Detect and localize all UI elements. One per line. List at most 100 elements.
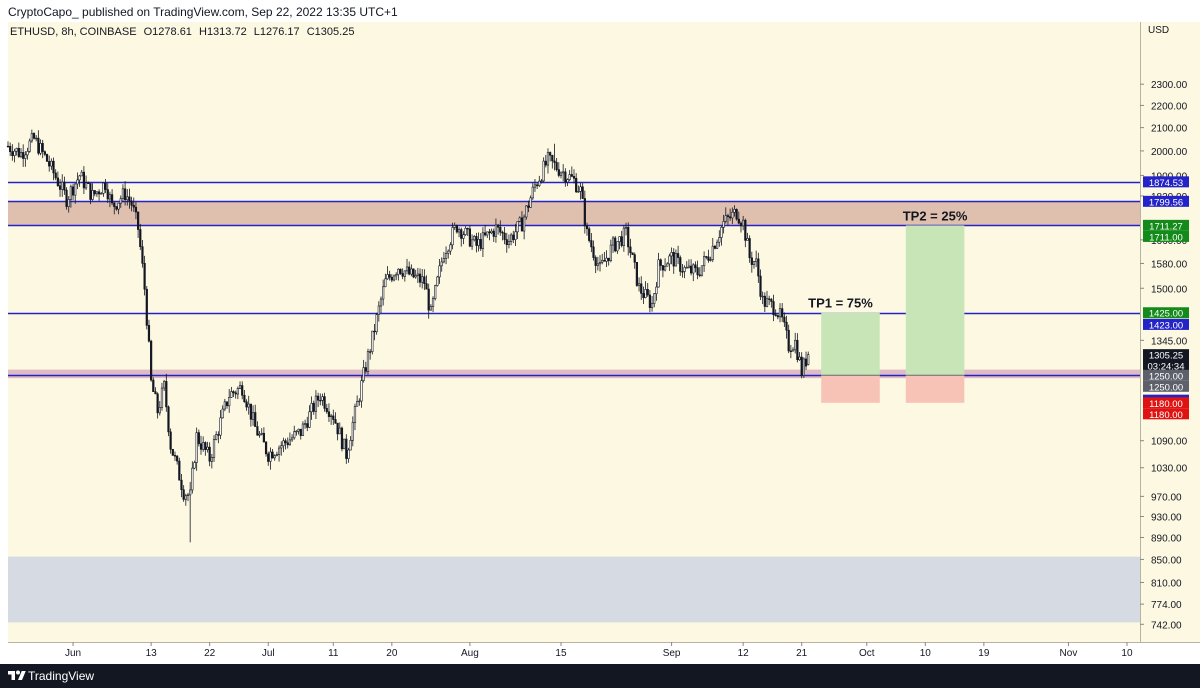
- candle-body: [464, 227, 467, 235]
- candle-body: [674, 253, 678, 267]
- candle-body: [763, 295, 766, 307]
- candle-body: [687, 265, 691, 268]
- price-chart[interactable]: TP1 = 75% TP2 = 25% USD 2300.00 2200.00 2100.…: [0, 22, 1200, 664]
- candle-body: [384, 278, 387, 288]
- price-tag-label: 1250.00: [1149, 382, 1183, 393]
- candle-body: [453, 225, 456, 228]
- candle-body: [462, 234, 465, 239]
- candle-body: [28, 140, 31, 152]
- candle-body: [494, 224, 498, 237]
- candle-body: [254, 412, 257, 427]
- candle-body: [50, 160, 53, 167]
- zone-support: [8, 369, 1140, 379]
- candle-body: [303, 423, 307, 425]
- candle-body: [165, 381, 168, 408]
- candle-body: [267, 453, 270, 462]
- target-zone: [821, 312, 880, 376]
- candle-body: [733, 209, 736, 213]
- time-tick-label: 22: [204, 648, 216, 659]
- candle-body: [61, 181, 64, 190]
- candle-body: [163, 381, 166, 389]
- candle-body: [128, 196, 131, 202]
- candle-body: [744, 219, 747, 241]
- candle-body: [184, 495, 187, 500]
- candle-body: [562, 171, 565, 174]
- tradingview-brand: TradingView: [28, 669, 95, 683]
- candle-body: [592, 246, 595, 258]
- countdown-label: 03:24:34: [1148, 362, 1185, 373]
- candle-body: [475, 236, 478, 246]
- candle-body: [219, 417, 222, 436]
- candle-body: [609, 244, 612, 261]
- candle-body: [559, 172, 563, 176]
- candle-body: [180, 479, 183, 491]
- price-tag-label: 1180.00: [1149, 410, 1183, 421]
- candle-body: [271, 451, 274, 459]
- price-tick-label: 970.00: [1151, 492, 1182, 503]
- time-tick-label: Jul: [262, 648, 275, 659]
- candle-body: [32, 133, 36, 139]
- candle-body: [371, 330, 374, 352]
- candle-body: [618, 236, 621, 242]
- candle-body: [742, 219, 745, 227]
- candle-body: [360, 380, 363, 402]
- candle-body: [392, 275, 396, 281]
- candle-body: [627, 227, 630, 248]
- price-tag: [1143, 176, 1189, 188]
- time-tick-label: 11: [328, 648, 339, 659]
- candle-body: [425, 283, 428, 290]
- candle-body: [690, 265, 693, 274]
- candle-body: [221, 408, 224, 419]
- candle-body: [58, 185, 62, 190]
- candle-body: [340, 427, 344, 450]
- candle-body: [171, 448, 174, 456]
- candle-body: [91, 190, 94, 200]
- price-tick-label: 810.00: [1151, 578, 1182, 589]
- candle-body: [102, 182, 105, 194]
- candle-body: [546, 152, 550, 166]
- price-tick-label: 2100.00: [1151, 124, 1188, 135]
- candle-body: [288, 439, 292, 446]
- candle-body: [234, 392, 237, 395]
- candle-body: [512, 234, 515, 240]
- candle-body: [39, 143, 42, 154]
- candle-body: [759, 275, 762, 297]
- candle-body: [679, 257, 682, 272]
- candle-body: [676, 253, 680, 258]
- candle-body: [332, 415, 335, 420]
- candle-body: [533, 184, 537, 188]
- time-tick-label: 10: [1121, 648, 1133, 659]
- candle-body: [722, 221, 725, 228]
- candle-body: [199, 443, 203, 450]
- candle-body: [438, 265, 441, 278]
- zone-lower: [8, 556, 1140, 623]
- candle-body: [382, 286, 385, 300]
- time-tick-label: Sep: [663, 648, 681, 659]
- candle-body: [35, 137, 38, 140]
- candle-body: [575, 178, 578, 193]
- candle-body: [551, 154, 554, 162]
- price-tag: [1143, 349, 1189, 372]
- price-tag-label: 1711.00: [1149, 232, 1183, 243]
- candle-body: [505, 239, 508, 246]
- candle-body: [429, 306, 432, 311]
- candle-body: [308, 411, 311, 428]
- price-tag-label: 1423.00: [1149, 320, 1183, 331]
- candle-body: [499, 226, 502, 233]
- candle-body: [436, 276, 439, 286]
- candle-body: [644, 289, 647, 298]
- candle-body: [622, 227, 625, 246]
- candle-body: [152, 379, 155, 392]
- candle-body: [544, 160, 547, 166]
- candle-body: [694, 264, 697, 269]
- price-tag-label: 1425.00: [1149, 309, 1183, 320]
- candle-body: [698, 274, 701, 276]
- candle-body: [757, 258, 760, 277]
- candle-body: [100, 193, 103, 195]
- candle-body: [768, 298, 771, 300]
- price-tag-label: 1250.00: [1149, 371, 1183, 382]
- candle-body: [225, 401, 229, 407]
- price-axis-area: [1140, 22, 1200, 642]
- candle-body: [434, 285, 437, 299]
- symbol-label[interactable]: ETHUSD, 8h, COINBASE: [10, 26, 137, 38]
